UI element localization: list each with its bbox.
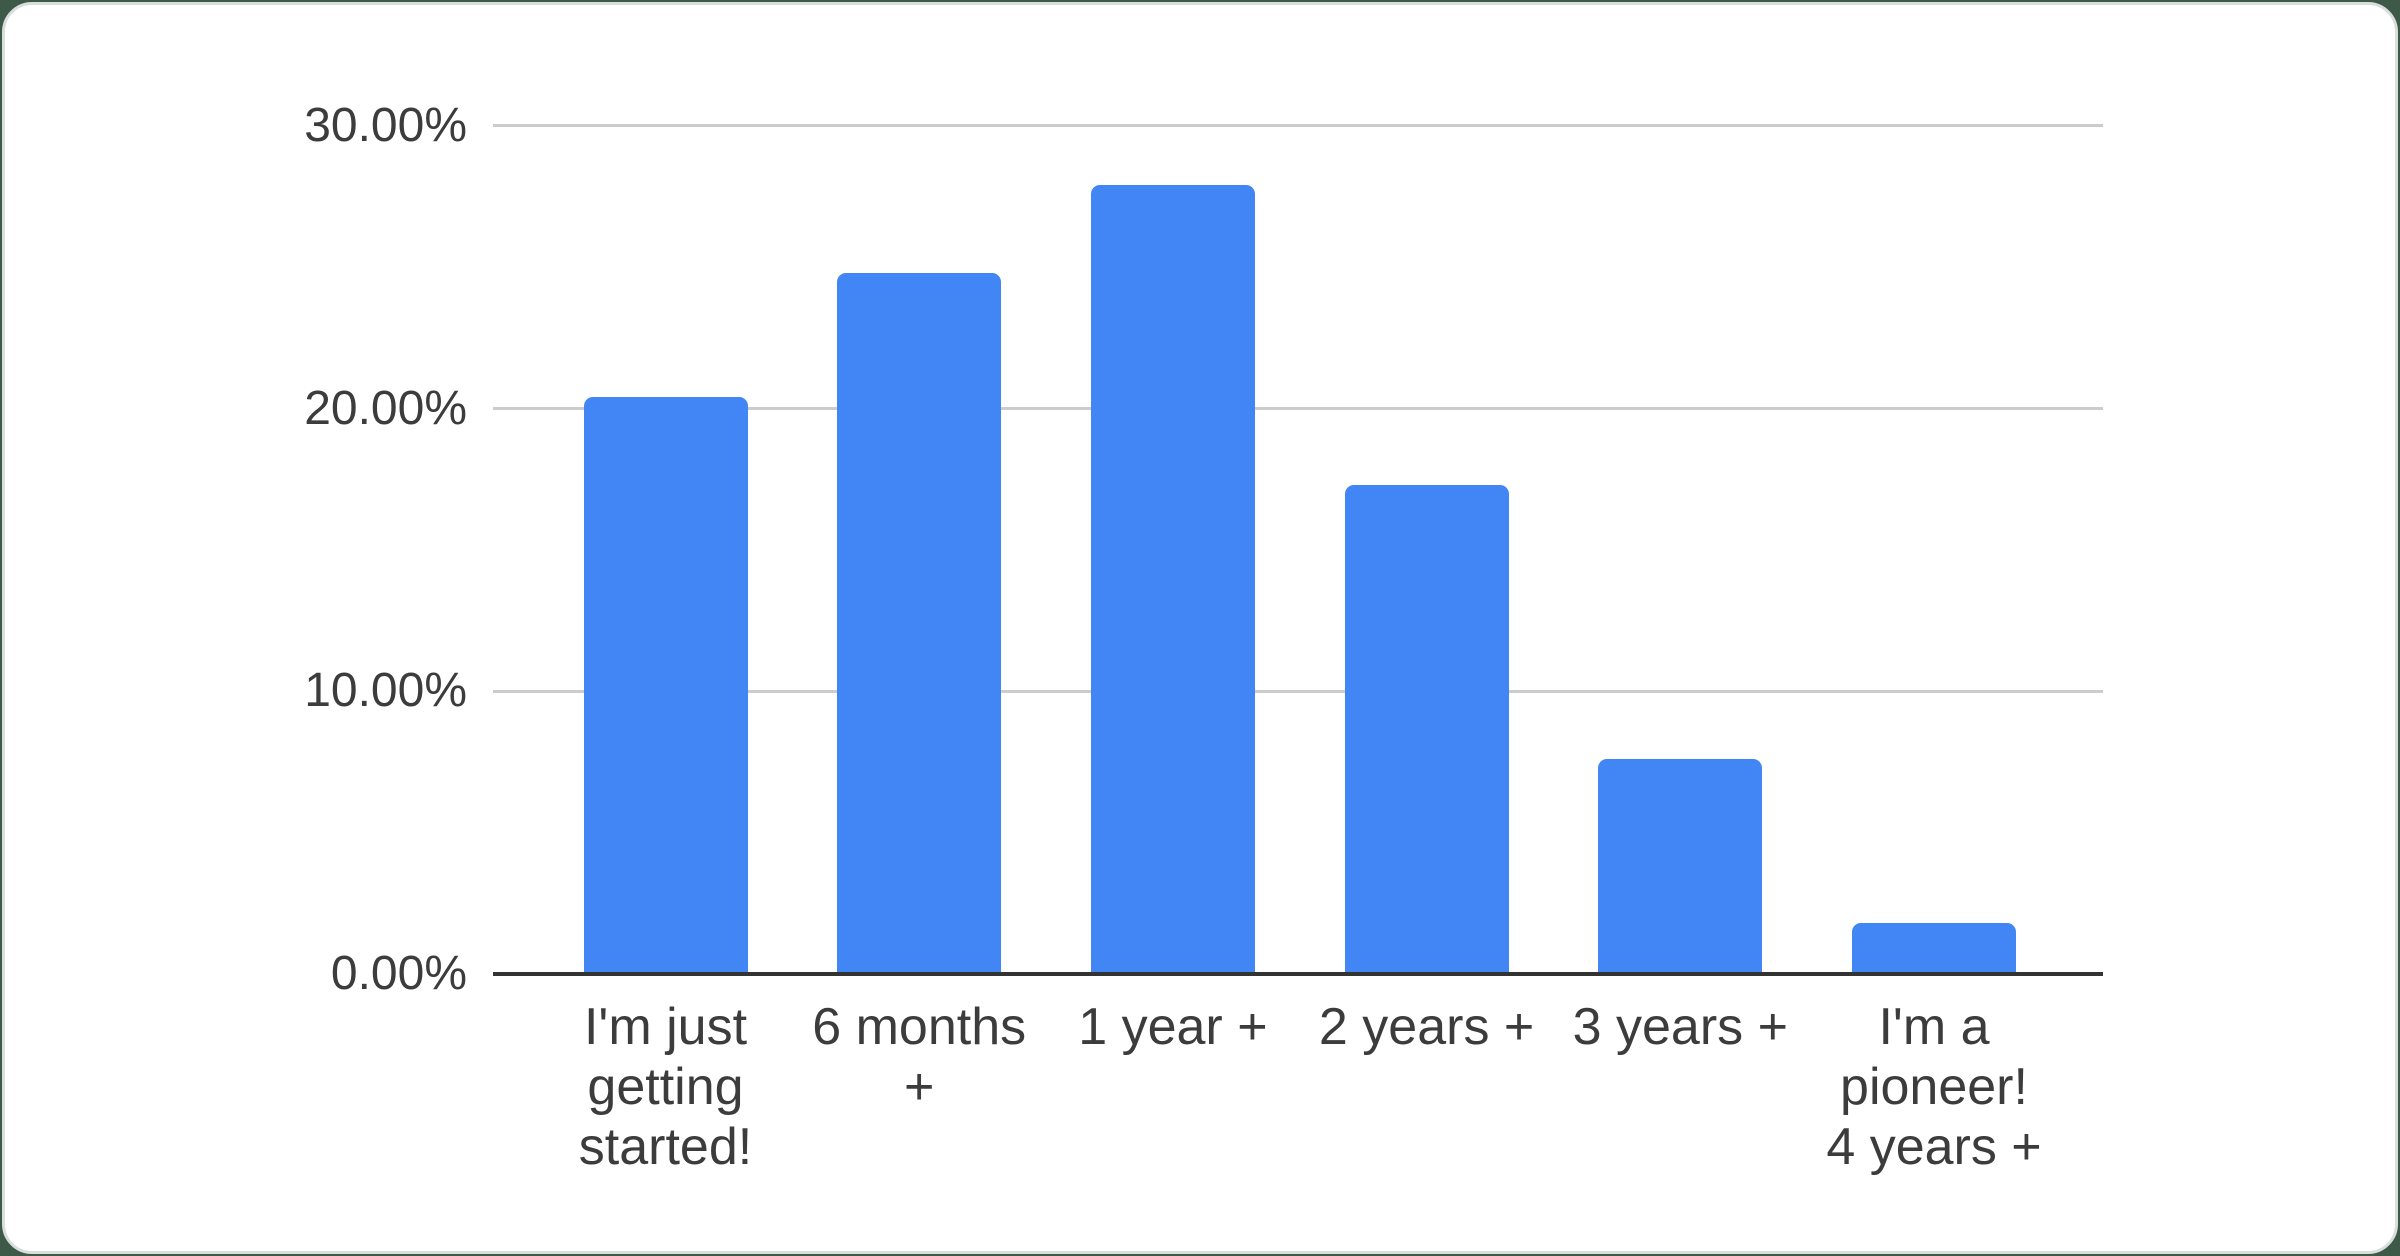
x-category-label-line: started! bbox=[578, 1118, 753, 1176]
x-category-label: 2 years + bbox=[1267, 997, 1587, 1057]
bar-chart: 0.00% 10.00% 20.00% 30.00% I'm just getting st… bbox=[5, 5, 2395, 1251]
x-category-label: 6 months + bbox=[759, 997, 1079, 1117]
y-tick-label: 30.00% bbox=[304, 98, 467, 152]
y-tick-label: 0.00% bbox=[330, 947, 467, 1000]
gridline bbox=[493, 689, 2103, 693]
x-category-label-line: 1 year + bbox=[1078, 998, 1268, 1056]
x-category-label-line: I'm a bbox=[1878, 998, 1990, 1056]
gridline bbox=[493, 124, 2103, 128]
x-category-label-line: 3 years + bbox=[1572, 998, 1788, 1056]
y-tick-label: 20.00% bbox=[304, 381, 467, 435]
bar bbox=[1852, 923, 2016, 974]
bar bbox=[837, 272, 1002, 974]
bar bbox=[1090, 185, 1255, 974]
x-category-label: I'm just getting started! bbox=[506, 997, 826, 1177]
x-category-label-line: 2 years + bbox=[1318, 998, 1535, 1056]
gridline bbox=[493, 407, 2103, 411]
x-category-label-line: 6 months bbox=[812, 998, 1027, 1056]
x-category-label-line: pioneer! bbox=[1840, 1058, 2028, 1116]
y-tick-label: 10.00% bbox=[304, 664, 467, 718]
x-category-label-line: getting bbox=[587, 1058, 744, 1116]
x-category-label-line: + bbox=[904, 1058, 935, 1116]
bar bbox=[583, 397, 748, 974]
x-category-label: I'm a pioneer! 4 years + bbox=[1774, 997, 2094, 1177]
x-axis-line bbox=[493, 972, 2103, 976]
bar bbox=[1598, 759, 1763, 974]
bar bbox=[1344, 484, 1509, 974]
x-category-label: 1 year + bbox=[1013, 997, 1333, 1057]
x-category-label: 3 years + bbox=[1520, 997, 1840, 1057]
x-category-label-line: I'm just bbox=[583, 998, 748, 1056]
x-category-label-line: 4 years + bbox=[1826, 1118, 2042, 1176]
